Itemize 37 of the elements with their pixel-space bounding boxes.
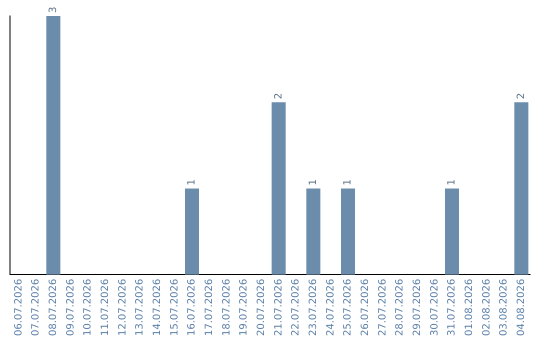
x-tick-label: 03.08.2026 bbox=[498, 278, 510, 336]
x-tick-label: 11.07.2026 bbox=[100, 278, 111, 336]
data-label: 1 bbox=[342, 179, 354, 186]
x-tick-label: 02.08.2026 bbox=[481, 278, 492, 336]
data-label: 3 bbox=[48, 6, 59, 13]
x-tick-label: 24.07.2026 bbox=[325, 278, 336, 336]
x-tick-label: 28.07.2026 bbox=[394, 278, 406, 336]
x-tick-label: 04.08.2026 bbox=[516, 278, 527, 336]
x-tick-label: 12.07.2026 bbox=[117, 278, 128, 336]
x-tick-label: 27.07.2026 bbox=[377, 278, 388, 336]
x-tick-label: 19.07.2026 bbox=[238, 278, 250, 336]
x-tick-label: 23.07.2026 bbox=[308, 278, 319, 336]
x-tick-label: 22.07.2026 bbox=[290, 278, 302, 336]
x-tick-label: 14.07.2026 bbox=[152, 278, 163, 336]
x-tick-label: 09.07.2026 bbox=[65, 278, 76, 336]
x-tick-label: 01.08.2026 bbox=[464, 278, 475, 336]
data-label: 1 bbox=[446, 179, 458, 186]
x-tick-label: 18.07.2026 bbox=[221, 278, 232, 336]
data-label: 2 bbox=[516, 92, 527, 100]
x-tick-label: 21.07.2026 bbox=[273, 278, 284, 336]
x-tick-label: 29.07.2026 bbox=[412, 278, 423, 336]
x-tick-label: 15.07.2026 bbox=[169, 278, 180, 336]
data-label: 1 bbox=[308, 179, 319, 186]
x-tick-label: 26.07.2026 bbox=[360, 278, 371, 336]
x-tick-label: 16.07.2026 bbox=[186, 278, 198, 336]
x-tick-label: 30.07.2026 bbox=[429, 278, 440, 336]
data-label: 2 bbox=[273, 92, 284, 100]
x-tick-label: 13.07.2026 bbox=[134, 278, 146, 336]
x-tick-label: 20.07.2026 bbox=[256, 278, 267, 336]
x-tick-label: 07.07.2026 bbox=[30, 278, 42, 336]
x-tick-label: 31.07.2026 bbox=[446, 278, 458, 336]
x-tick-label: 17.07.2026 bbox=[204, 278, 215, 336]
x-tick-label: 25.07.2026 bbox=[342, 278, 354, 336]
x-tick-label: 06.07.2026 bbox=[13, 278, 24, 336]
x-tick-label: 08.07.2026 bbox=[48, 278, 59, 336]
x-tick-label: 10.07.2026 bbox=[82, 278, 94, 336]
data-label: 1 bbox=[186, 179, 198, 186]
